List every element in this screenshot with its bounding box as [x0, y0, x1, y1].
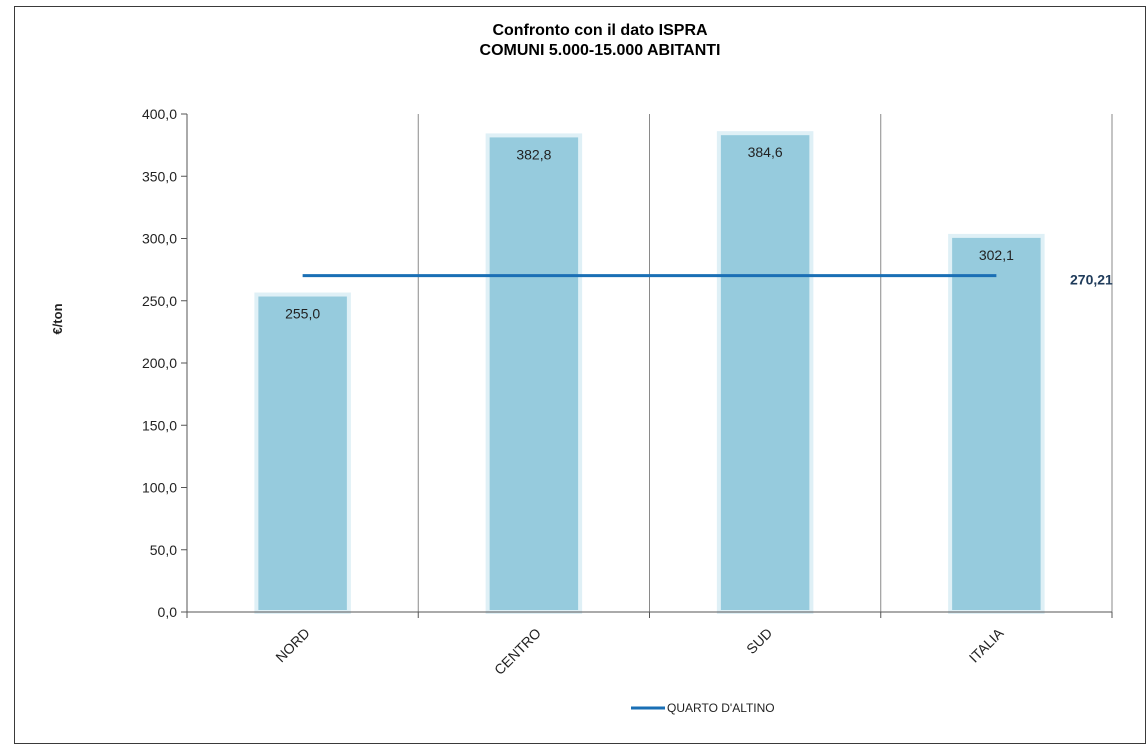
data-label-sud: 384,6: [748, 144, 783, 160]
reference-line-layer: 270,21: [302, 272, 1113, 288]
y-axis-label: €/ton: [50, 303, 65, 334]
y-tick-label: 400,0: [142, 106, 177, 122]
y-tick-label: 300,0: [142, 231, 177, 247]
chart-title-line1: Confronto con il dato ISPRA: [492, 22, 708, 39]
y-tick-label: 150,0: [142, 417, 177, 433]
legend: QUARTO D'ALTINO: [631, 701, 775, 715]
y-tick-label: 250,0: [142, 293, 177, 309]
bar-centro: [485, 133, 583, 614]
reference-line-label: 270,21: [1070, 272, 1113, 288]
y-tick-label: 350,0: [142, 168, 177, 184]
y-tick-label: 100,0: [142, 480, 177, 496]
x-tick-label-centro: CENTRO: [491, 625, 544, 678]
bar-nord: [254, 292, 351, 614]
y-tick-label: 0,0: [158, 604, 178, 620]
grid-layer: [417, 114, 1113, 612]
data-label-centro: 382,8: [516, 146, 551, 162]
bar-chart: Confronto con il dato ISPRA COMUNI 5.000…: [50, 22, 1113, 715]
chart-frame: Confronto con il dato ISPRA COMUNI 5.000…: [14, 6, 1146, 744]
x-tick-label-italia: ITALIA: [966, 624, 1007, 665]
data-label-nord: 255,0: [285, 306, 320, 322]
x-tick-label-nord: NORD: [272, 625, 312, 665]
chart-title-line2: COMUNI 5.000-15.000 ABITANTI: [480, 42, 721, 59]
bar-italia: [948, 233, 1045, 614]
y-tick-label: 50,0: [150, 542, 177, 558]
legend-entry: QUARTO D'ALTINO: [667, 701, 775, 715]
y-tick-label: 200,0: [142, 355, 177, 371]
data-label-italia: 302,1: [979, 247, 1014, 263]
x-tick-label-sud: SUD: [743, 625, 775, 657]
bars-layer: 255,0 382,8 384,6 302,1: [254, 131, 1045, 614]
bar-sud: [716, 131, 814, 614]
